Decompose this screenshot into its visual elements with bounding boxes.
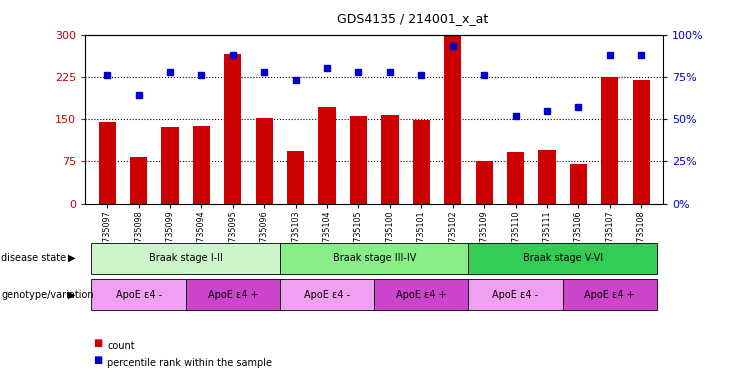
Bar	[538, 150, 556, 204]
Bar	[287, 151, 305, 204]
Text: Braak stage V-VI: Braak stage V-VI	[522, 253, 602, 263]
Bar	[99, 122, 116, 204]
Bar	[570, 164, 587, 204]
Text: ApoE ε4 +: ApoE ε4 +	[396, 290, 447, 300]
Bar	[476, 161, 493, 204]
Bar	[256, 118, 273, 204]
Bar	[280, 243, 468, 274]
Bar	[162, 127, 179, 204]
Text: GDS4135 / 214001_x_at: GDS4135 / 214001_x_at	[337, 12, 488, 25]
Text: Braak stage III-IV: Braak stage III-IV	[333, 253, 416, 263]
Bar	[468, 243, 657, 274]
Bar	[319, 107, 336, 204]
Bar	[225, 54, 242, 204]
Text: ▶: ▶	[68, 290, 76, 300]
Bar	[468, 279, 562, 310]
Bar	[507, 152, 524, 204]
Bar	[193, 126, 210, 204]
Text: ▶: ▶	[68, 253, 76, 263]
Bar	[562, 279, 657, 310]
Text: ApoE ε4 +: ApoE ε4 +	[585, 290, 635, 300]
Bar	[382, 114, 399, 204]
Bar	[413, 120, 430, 204]
Text: ApoE ε4 +: ApoE ε4 +	[207, 290, 258, 300]
Bar	[280, 279, 374, 310]
Text: ApoE ε4 -: ApoE ε4 -	[493, 290, 539, 300]
Bar	[91, 243, 280, 274]
Text: disease state: disease state	[1, 253, 67, 263]
Bar	[186, 279, 280, 310]
Text: ■: ■	[93, 355, 102, 365]
Text: count: count	[107, 341, 135, 351]
Text: percentile rank within the sample: percentile rank within the sample	[107, 358, 273, 368]
Bar	[444, 36, 462, 204]
Bar	[130, 157, 147, 204]
Text: genotype/variation: genotype/variation	[1, 290, 94, 300]
Bar	[633, 79, 650, 204]
Bar	[601, 77, 619, 204]
Bar	[91, 279, 186, 310]
Bar	[350, 116, 367, 204]
Text: ■: ■	[93, 338, 102, 348]
Text: Braak stage I-II: Braak stage I-II	[149, 253, 223, 263]
Bar	[374, 279, 468, 310]
Text: ApoE ε4 -: ApoE ε4 -	[116, 290, 162, 300]
Text: ApoE ε4 -: ApoE ε4 -	[304, 290, 350, 300]
